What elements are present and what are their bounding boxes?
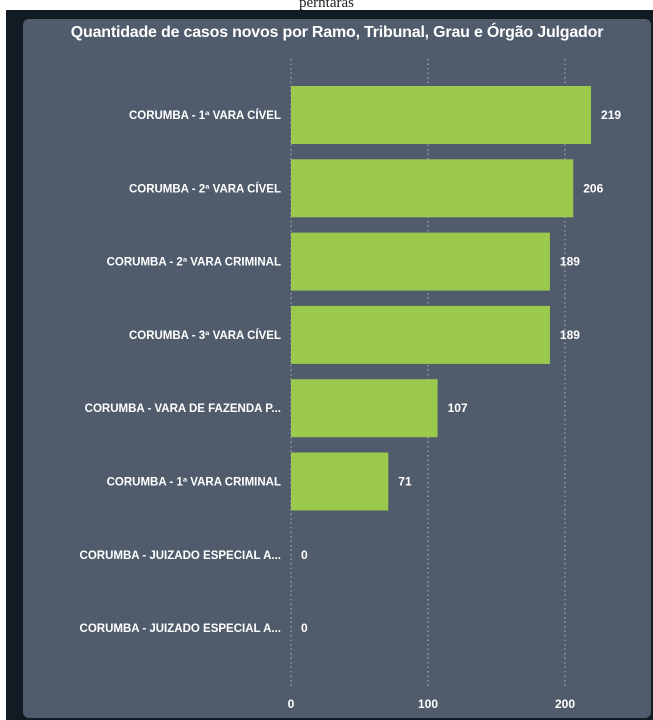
x-tick-label: 200 bbox=[555, 697, 575, 711]
category-label: CORUMBA - 3ª VARA CÍVEL bbox=[129, 329, 281, 342]
clipped-header-text: perntaras bbox=[299, 0, 354, 11]
bar[interactable] bbox=[291, 159, 574, 218]
bar[interactable] bbox=[291, 305, 550, 364]
data-label: 189 bbox=[560, 255, 580, 269]
category-label: CORUMBA - 1ª VARA CÍVEL bbox=[129, 109, 281, 122]
bar-chart[interactable]: CORUMBA - 1ª VARA CÍVEL 219 CORUMBA - 2ª V… bbox=[23, 19, 651, 718]
x-tick-label: 0 bbox=[288, 697, 295, 711]
category-label: CORUMBA - VARA DE FAZENDA P... bbox=[85, 403, 281, 415]
category-label: CORUMBA - JUIZADO ESPECIAL A... bbox=[80, 623, 281, 635]
data-label: 71 bbox=[398, 475, 412, 489]
bar[interactable] bbox=[291, 232, 550, 291]
x-tick-label: 100 bbox=[418, 697, 438, 711]
category-label: CORUMBA - 1ª VARA CRIMINAL bbox=[107, 477, 281, 489]
data-label: 107 bbox=[448, 401, 468, 415]
data-label: 219 bbox=[601, 108, 621, 122]
data-label: 0 bbox=[301, 621, 308, 635]
bar[interactable] bbox=[291, 379, 438, 438]
chart-panel[interactable]: Quantidade de casos novos por Ramo, Trib… bbox=[23, 19, 651, 718]
category-label: CORUMBA - JUIZADO ESPECIAL A... bbox=[80, 550, 281, 562]
data-label: 0 bbox=[301, 548, 308, 562]
bar[interactable] bbox=[291, 86, 592, 144]
data-label: 189 bbox=[560, 328, 580, 342]
category-label: CORUMBA - 2ª VARA CRIMINAL bbox=[107, 257, 281, 269]
data-label: 206 bbox=[583, 181, 603, 195]
category-label: CORUMBA - 2ª VARA CÍVEL bbox=[129, 182, 281, 195]
bar[interactable] bbox=[291, 452, 389, 511]
chart-title: Quantidade de casos novos por Ramo, Trib… bbox=[70, 24, 604, 41]
